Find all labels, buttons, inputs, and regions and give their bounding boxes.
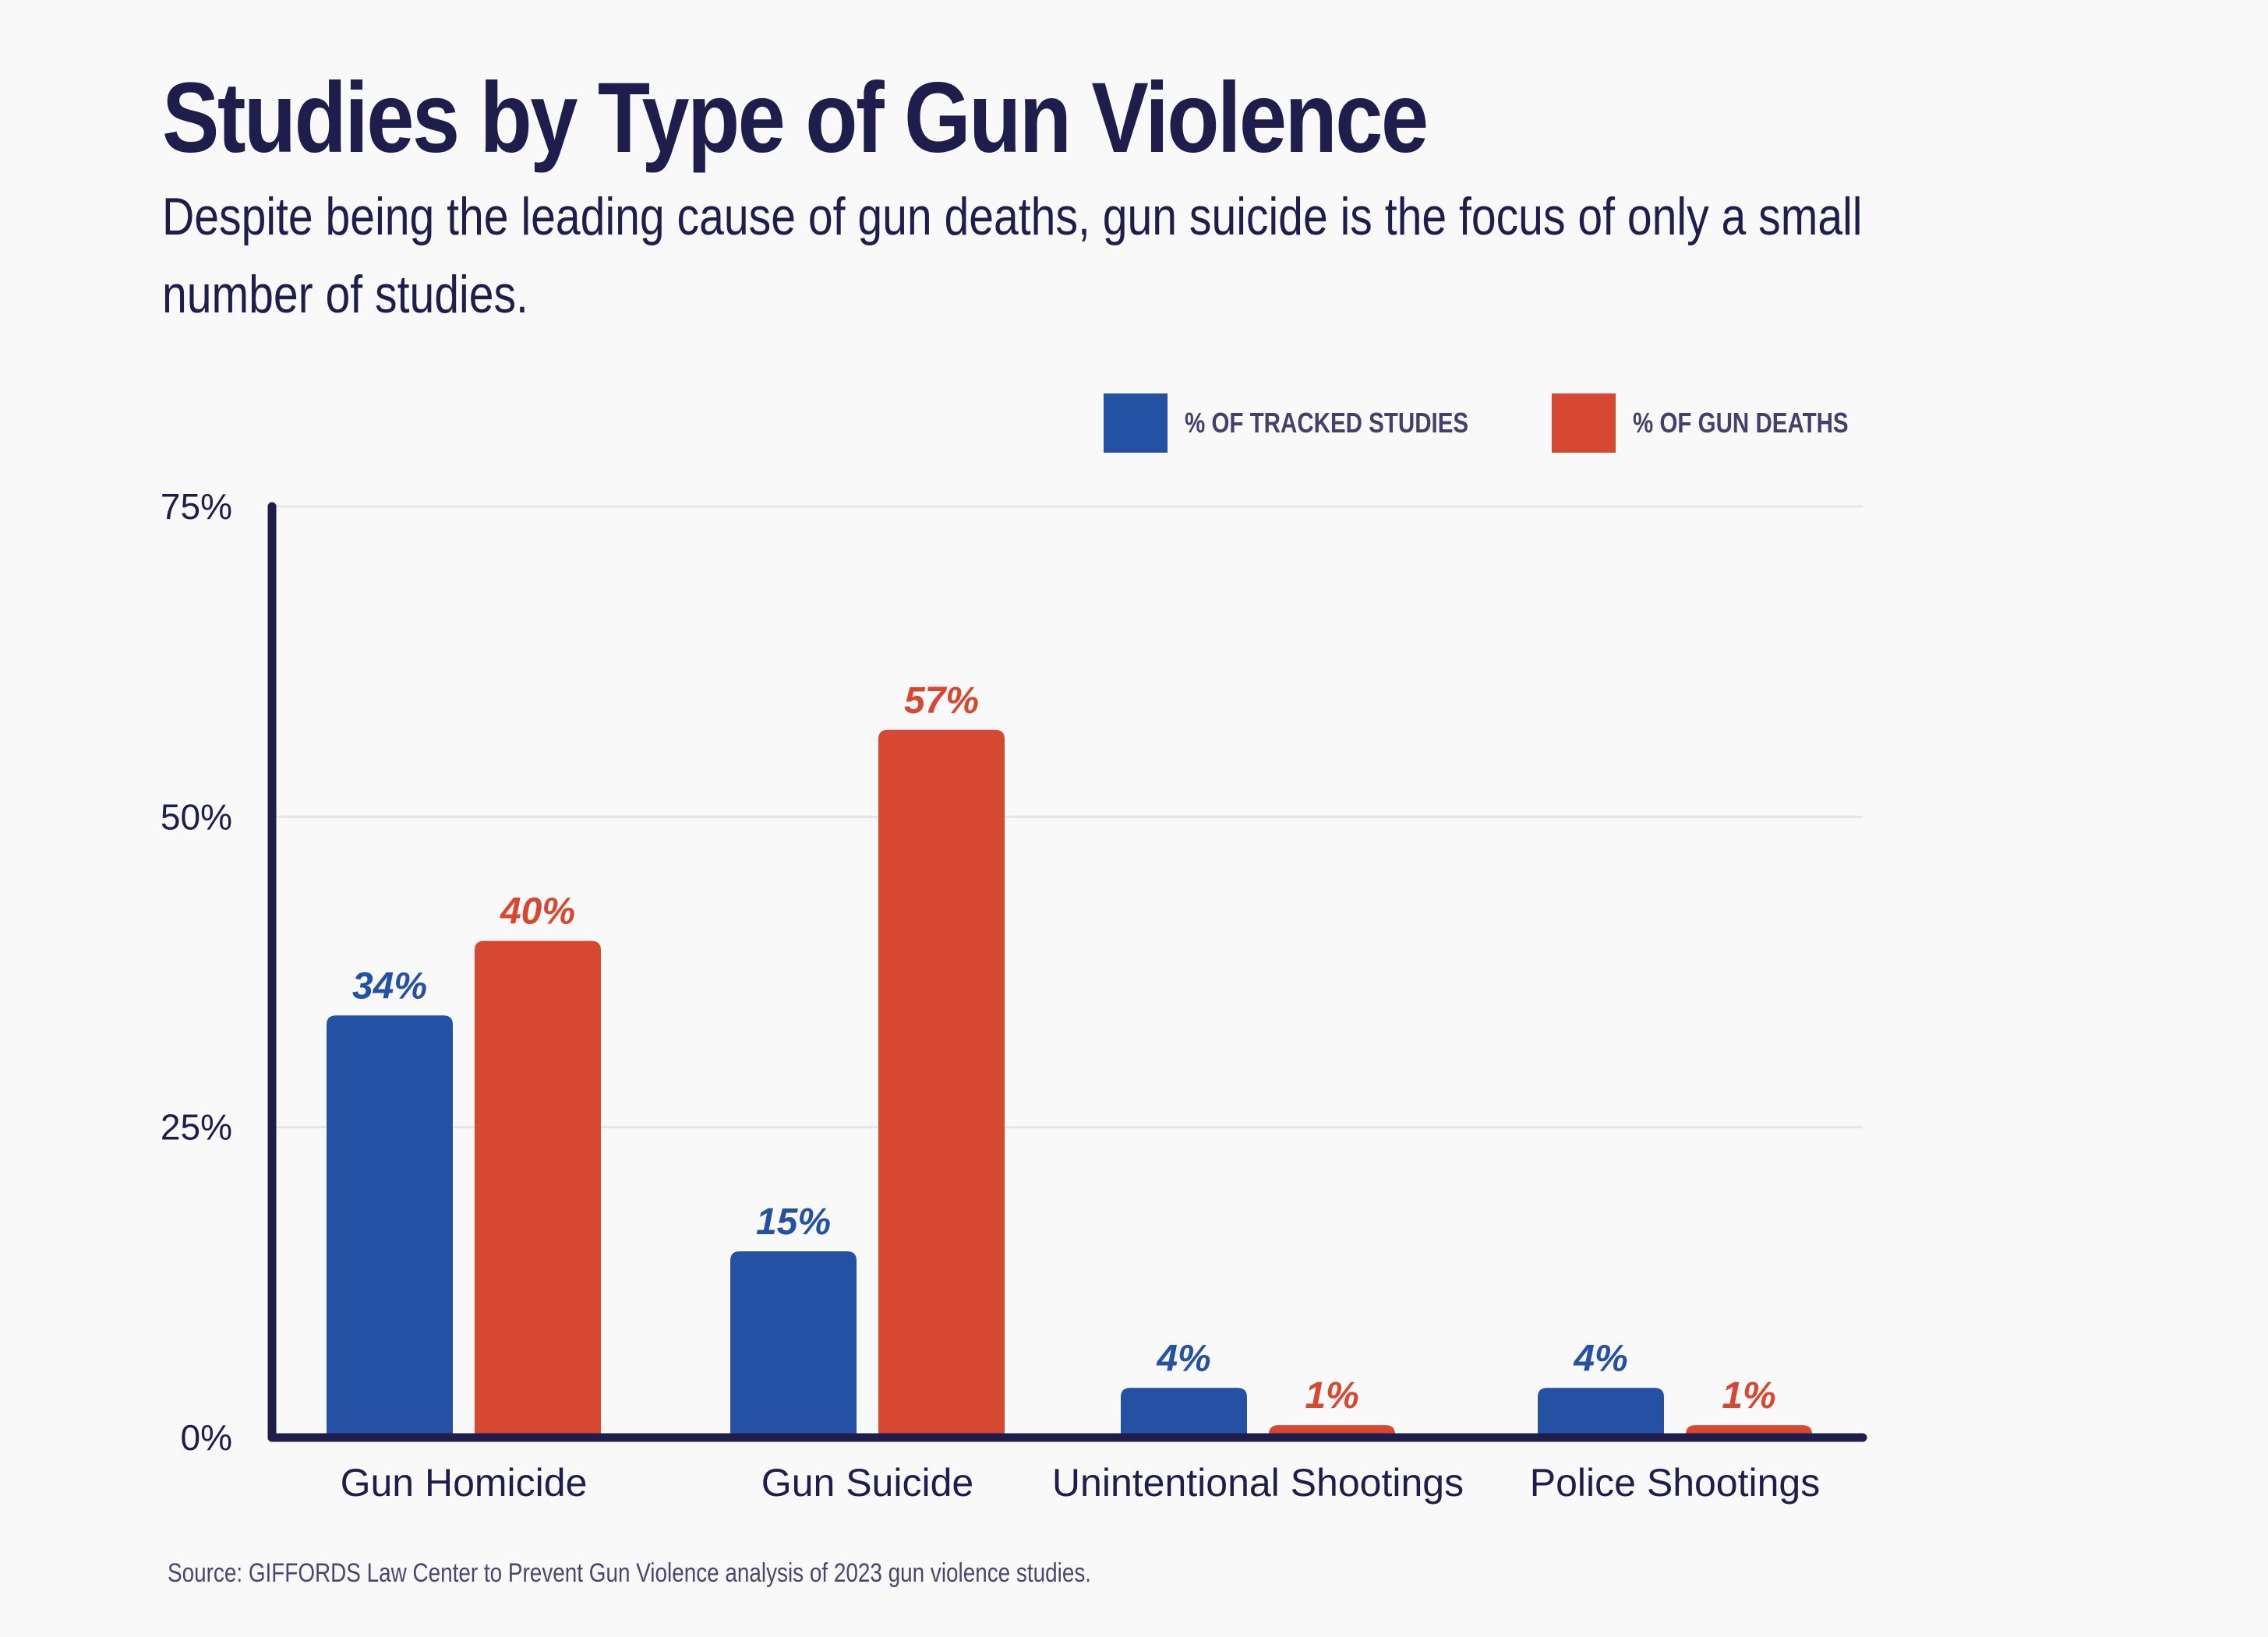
data-label: 34% <box>352 965 427 1007</box>
bars <box>327 729 1812 1438</box>
data-label: 4% <box>1156 1338 1210 1379</box>
x-category-label: Police Shootings <box>1530 1461 1820 1505</box>
bar-tracked-studies <box>327 1015 453 1438</box>
data-label: 4% <box>1573 1338 1627 1379</box>
data-label: 1% <box>1305 1375 1358 1416</box>
chart-title: Studies by Type of Gun Violence <box>162 62 1429 174</box>
data-label: 57% <box>904 680 979 721</box>
axes <box>267 502 1867 1442</box>
legend-label-gun-deaths: % OF GUN DEATHS <box>1633 407 1849 439</box>
source-note: Source: GIFFORDS Law Center to Prevent G… <box>168 1558 1092 1588</box>
data-label: 40% <box>500 891 575 933</box>
x-category-label: Gun Homicide <box>341 1461 588 1505</box>
legend-item-gun-deaths: % OF GUN DEATHS <box>1552 393 1895 453</box>
bar-gun-deaths <box>878 729 1005 1438</box>
y-tick-label: 25% <box>161 1107 232 1148</box>
bar-tracked-studies <box>1538 1388 1664 1438</box>
legend-label-tracked-studies: % OF TRACKED STUDIES <box>1185 407 1469 439</box>
legend-item-tracked-studies: % OF TRACKED STUDIES <box>1104 393 1531 453</box>
chart-subtitle: Despite being the leading cause of gun d… <box>162 187 1863 324</box>
bar-tracked-studies <box>1121 1388 1247 1438</box>
data-label: 1% <box>1722 1375 1775 1416</box>
labels: 0% 25% 50% 75% 34% 40% Gun Homicide 15% 57% Gun S… <box>161 486 1820 1505</box>
legend-swatch-tracked-studies <box>1104 393 1168 453</box>
legend-swatch-gun-deaths <box>1552 393 1616 453</box>
y-tick-label: 75% <box>161 486 232 527</box>
x-category-label: Unintentional Shootings <box>1052 1461 1464 1505</box>
y-tick-label: 0% <box>181 1417 232 1458</box>
x-category-label: Gun Suicide <box>761 1461 973 1505</box>
data-label: 15% <box>756 1201 831 1243</box>
y-tick-label: 50% <box>161 796 232 837</box>
bar-gun-deaths <box>475 940 601 1438</box>
bar-tracked-studies <box>730 1251 857 1438</box>
